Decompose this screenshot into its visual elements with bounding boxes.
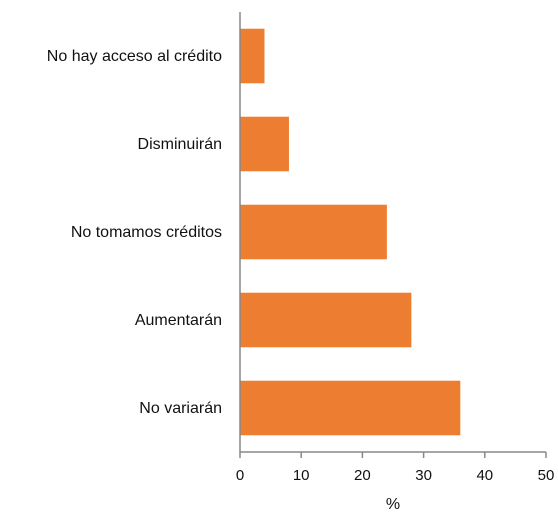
x-tick-label-5: 50 — [538, 467, 555, 484]
bar-1 — [240, 116, 289, 172]
x-tick-label-0: 0 — [236, 467, 244, 484]
bar-2 — [240, 204, 387, 260]
x-tick-label-1: 10 — [293, 467, 310, 484]
category-label-1: Disminuirán — [138, 136, 222, 153]
bar-0 — [240, 28, 265, 84]
x-tick-label-2: 20 — [354, 467, 371, 484]
category-labels-group: No hay acceso al crédito Disminuirán No to… — [47, 48, 222, 417]
bar-3 — [240, 292, 412, 348]
bars-group — [240, 28, 461, 436]
x-ticks-group: 0 10 20 30 40 50 — [236, 452, 555, 484]
category-label-0: No hay acceso al crédito — [47, 48, 222, 65]
x-axis-title: % — [386, 496, 400, 513]
x-tick-label-4: 40 — [476, 467, 493, 484]
bar-4 — [240, 380, 461, 436]
x-tick-label-3: 30 — [415, 467, 432, 484]
category-label-3: Aumentarán — [135, 312, 222, 329]
category-label-4: No variarán — [139, 400, 222, 417]
category-label-2: No tomamos créditos — [71, 224, 222, 241]
